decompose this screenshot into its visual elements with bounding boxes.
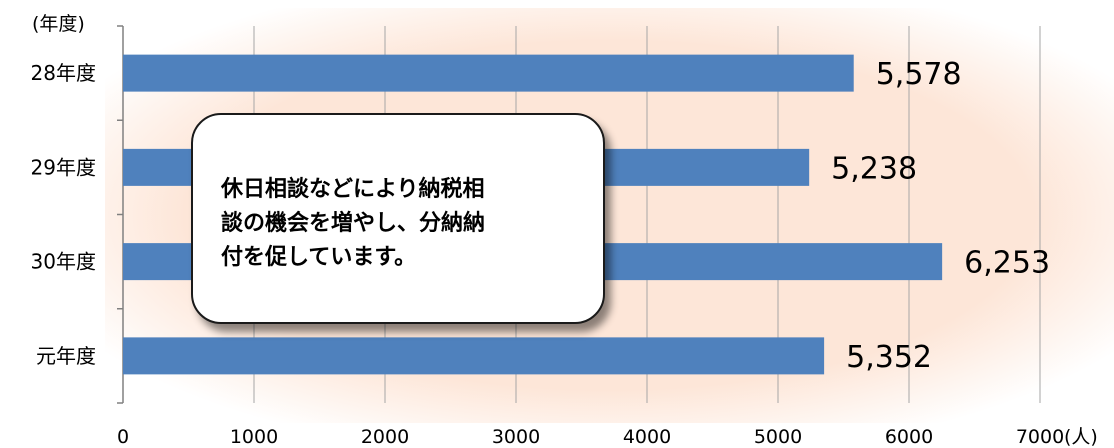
data-label: 5,352 [846,340,932,375]
data-label: 5,578 [876,57,962,92]
data-label: 5,238 [831,151,917,186]
x-tick-label: 1000 [230,426,278,448]
x-tick-label: 3000 [492,426,540,448]
category-label: 29年度 [31,155,96,179]
category-label: 30年度 [31,250,96,274]
x-tick-label: 6000 [885,426,933,448]
x-unit-label: (人) [1064,426,1098,448]
callout-box: 休日相談などにより納税相 談の機会を増やし、分納納 付を促しています。 [191,113,605,324]
bar [123,54,854,92]
callout-line-3: 付を促しています。 [221,245,417,270]
callout-line-2: 談の機会を増やし、分納納 [221,211,486,236]
x-tick-label: 7000 [1016,426,1064,448]
y-unit-label: (年度) [32,13,85,35]
callout-line-1: 休日相談などにより納税相 [221,177,485,202]
bar [123,337,825,375]
x-tick-label: 0 [117,426,129,448]
x-tick-label: 5000 [754,426,802,448]
labels: 0 1000 2000 3000 4000 5000 6000 7000 28年度 5,578 29… [31,57,1065,448]
x-tick-label: 2000 [361,426,409,448]
category-label: 28年度 [31,61,96,85]
x-tick-label: 4000 [623,426,671,448]
data-label: 6,253 [964,246,1050,281]
category-label: 元年度 [36,344,96,368]
